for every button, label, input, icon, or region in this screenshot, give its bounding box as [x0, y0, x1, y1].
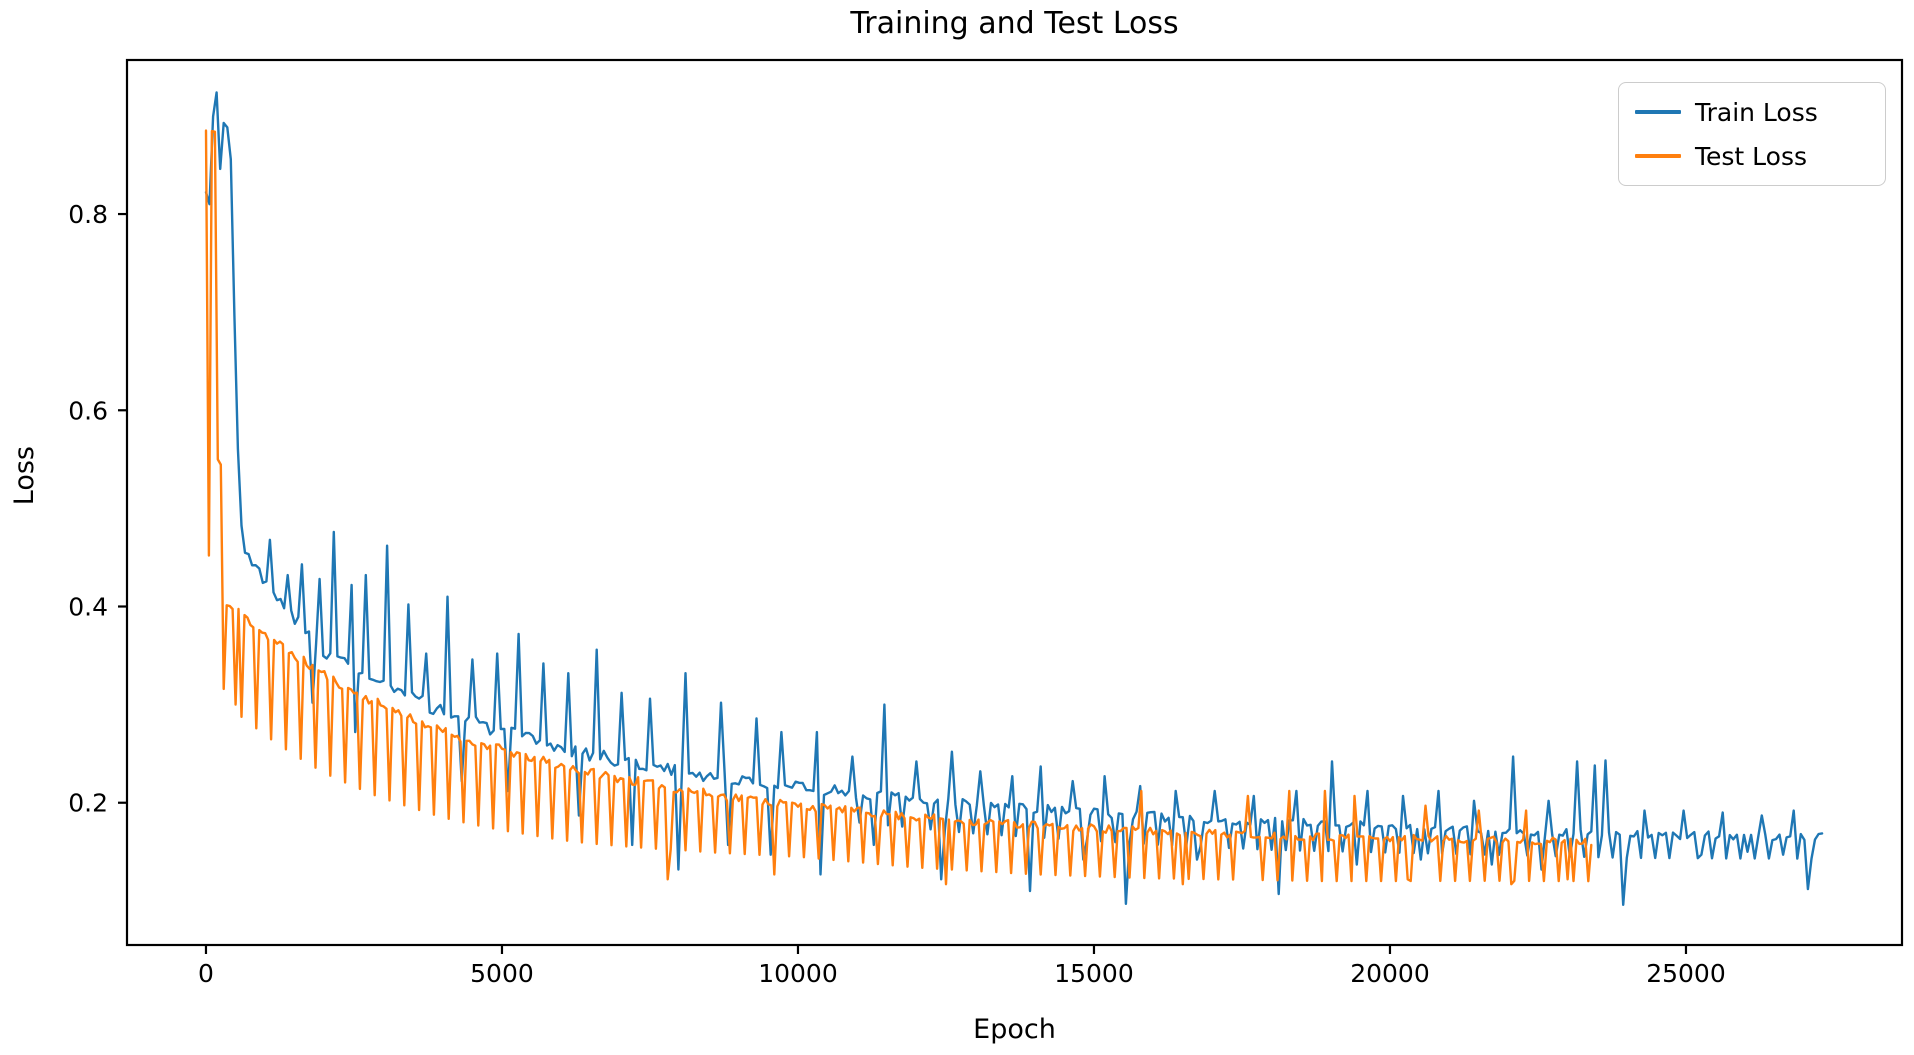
legend-item-train-loss: Train Loss [1635, 95, 1869, 129]
y-axis-label: Loss [8, 446, 40, 506]
x-tick-label: 0 [198, 959, 214, 988]
test-loss-legend-label: Test Loss [1695, 141, 1808, 171]
legend: Train Loss Test Loss [1618, 82, 1886, 186]
test-loss-legend-line [1635, 154, 1681, 158]
x-tick-label: 10000 [758, 959, 838, 988]
legend-item-test-loss: Test Loss [1635, 139, 1869, 173]
axes-spines [125, 58, 1904, 947]
x-tick-label: 20000 [1350, 959, 1430, 988]
x-tick-label: 5000 [470, 959, 534, 988]
x-axis-label: Epoch [973, 1014, 1056, 1045]
x-tick-label: 25000 [1646, 959, 1726, 988]
x-tick-label: 15000 [1054, 959, 1134, 988]
chart-title: Training and Test Loss [850, 6, 1179, 41]
train-loss-legend-label: Train Loss [1695, 97, 1818, 127]
y-tick-label: 0.6 [68, 396, 108, 425]
test-loss-line [204, 129, 1593, 886]
y-tick-label: 0.8 [68, 200, 108, 229]
y-tick-label: 0.4 [68, 593, 108, 622]
train-loss-legend-line [1635, 110, 1681, 114]
y-tick-label: 0.2 [68, 789, 108, 818]
